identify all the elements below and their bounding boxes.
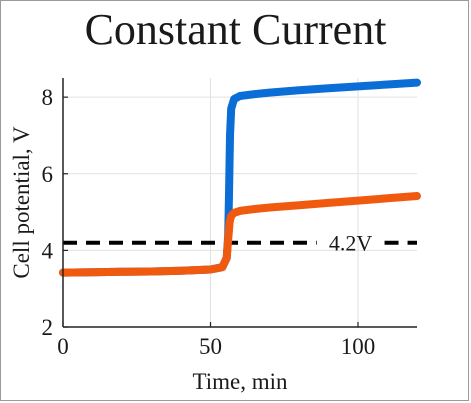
threshold-line-group: 4.2V: [63, 231, 417, 256]
y-tick-label-0: 2: [42, 315, 54, 340]
y-tick-label-1: 4: [42, 238, 54, 263]
x-tick-label-1: 50: [199, 334, 222, 359]
x-axis-label: Time, min: [192, 369, 288, 394]
axes: [62, 78, 417, 328]
y-axis-label: Cell potential, V: [9, 126, 34, 279]
x-tick-label-0: 0: [57, 334, 69, 359]
y-tick-label-3: 8: [42, 85, 54, 110]
tick-labels: 0 50 100 2 4 6 8: [42, 85, 376, 359]
x-tick-label-2: 100: [341, 334, 376, 359]
threshold-label: 4.2V: [329, 231, 373, 256]
y-tick-label-2: 6: [42, 162, 54, 187]
series-line-1: [59, 192, 421, 277]
chart-title: Constant Current: [84, 5, 387, 54]
series-group: [59, 78, 421, 277]
